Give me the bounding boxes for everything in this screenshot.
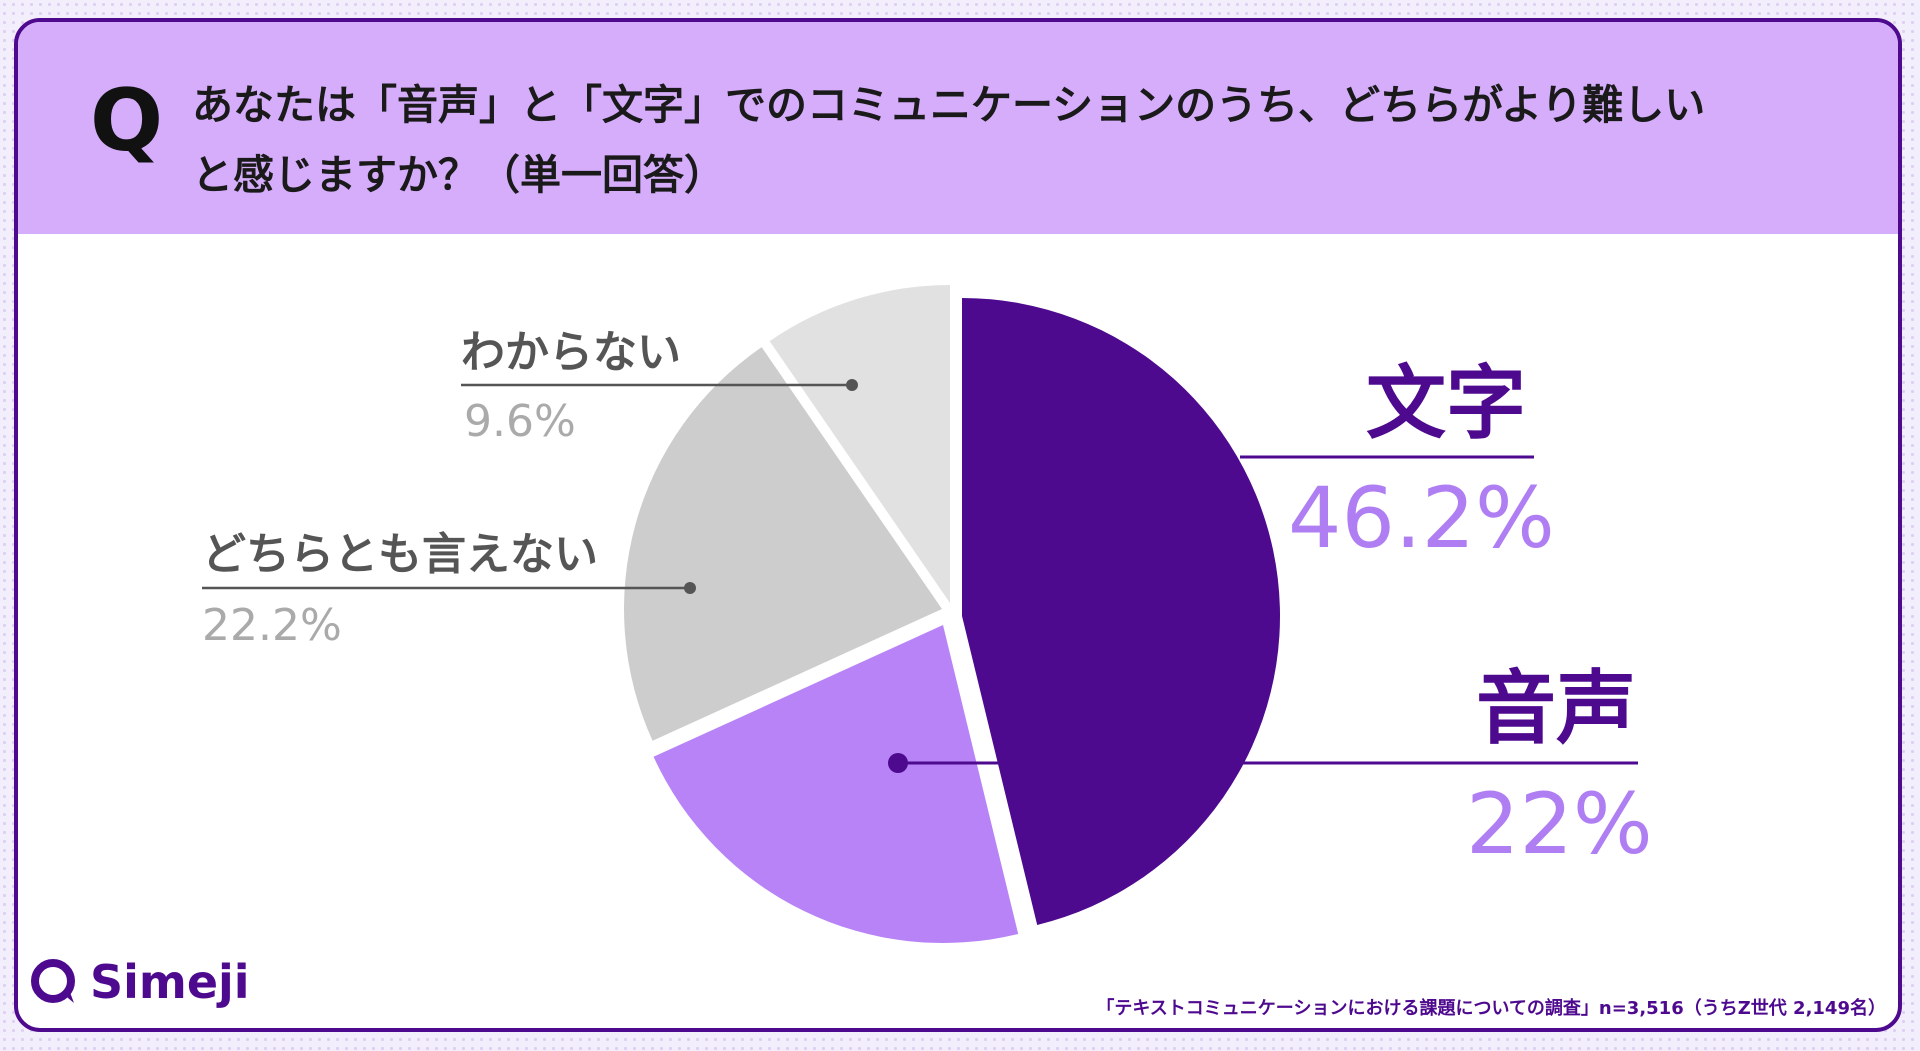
label-onsei: 音声 — [1476, 662, 1636, 755]
slice-unknown — [769, 285, 950, 603]
leader-dot-onsei — [888, 753, 908, 773]
speech-bubble-icon — [31, 959, 75, 1003]
slice-onsei — [653, 625, 1019, 943]
question-text: あなたは「音声」と「文字」でのコミュニケーションのうち、どちらがより難しい と感… — [192, 70, 1882, 210]
value-moji: 46.2% — [1288, 469, 1555, 567]
slice-moji — [962, 298, 1280, 925]
question-line-1: あなたは「音声」と「文字」でのコミュニケーションのうち、どちらがより難しい — [192, 81, 1706, 129]
card: Q あなたは「音声」と「文字」でのコミュニケーションのうち、どちらがより難しい … — [14, 18, 1902, 1032]
leader-dot-unknown — [846, 379, 858, 391]
label-neither: どちらとも言えない — [202, 529, 598, 580]
leader-dot-neither — [684, 582, 696, 594]
value-unknown: 9.6% — [464, 396, 576, 447]
q-marker: Q — [90, 71, 164, 171]
slice-neither — [624, 347, 942, 741]
value-neither: 22.2% — [202, 600, 342, 651]
question-line-2: と感じますか？（単一回答） — [192, 151, 725, 199]
label-moji: 文字 — [1366, 357, 1526, 450]
label-unknown: わからない — [461, 327, 681, 378]
source-note: 「テキストコミュニケーションにおける課題についての調査」n=3,516（うちZ世… — [1096, 998, 1886, 1019]
simeji-logo: Simeji — [28, 952, 250, 1012]
value-onsei: 22% — [1466, 775, 1653, 873]
logo-text: Simeji — [90, 955, 250, 1009]
question-header: Q あなたは「音声」と「文字」でのコミュニケーションのうち、どちらがより難しい … — [18, 22, 1898, 234]
